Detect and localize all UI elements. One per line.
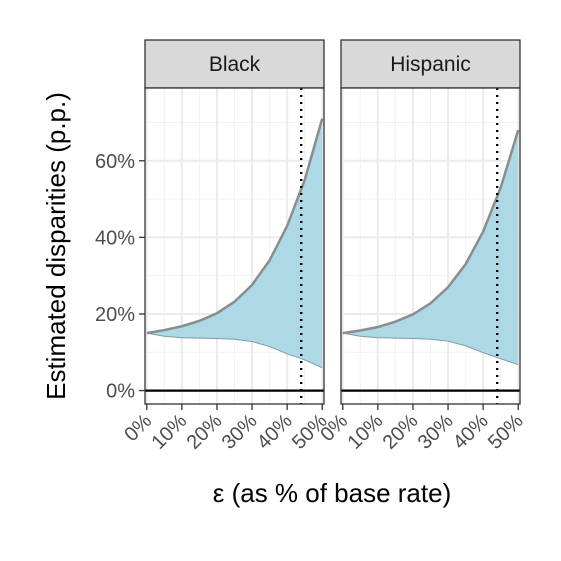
upper-bound-line (342, 129, 520, 335)
facet-strip-label: Hispanic (390, 53, 471, 76)
x-tick-label: 30% (218, 410, 262, 454)
disparity-ribbon (342, 130, 519, 365)
panel-border (144, 87, 325, 405)
disparity-ribbon (146, 118, 323, 368)
facet-strip (144, 39, 325, 89)
facet-panels: Black0%10%20%30%40%50%Hispanic0%10%20%30… (120, 39, 528, 454)
y-tick-label: 40% (95, 227, 135, 249)
x-tick-label: 30% (414, 410, 458, 454)
x-tick-label: 20% (183, 410, 227, 454)
y-axis-title: Estimated disparities (p.p.) (41, 92, 71, 400)
facet-strip (340, 39, 521, 89)
y-tick-label: 0% (106, 381, 135, 403)
x-tick-label: 40% (449, 410, 493, 454)
x-tick-label: 20% (379, 410, 423, 454)
x-tick-label: 10% (344, 410, 388, 454)
x-axis-title: ε (as % of base rate) (213, 478, 451, 508)
x-tick-label: 40% (253, 410, 297, 454)
y-axis: 0% 20% 40% 60% (95, 151, 145, 403)
lower-bound-line (342, 332, 519, 366)
upper-bound-line (146, 118, 324, 335)
y-tick-label: 60% (95, 151, 135, 173)
y-tick-label: 20% (95, 304, 135, 326)
x-tick-label: 50% (484, 410, 528, 454)
lower-bound-line (146, 332, 323, 369)
panel-border (340, 87, 521, 405)
facet-strip-label: Black (209, 53, 261, 76)
x-tick-label: 10% (148, 410, 192, 454)
